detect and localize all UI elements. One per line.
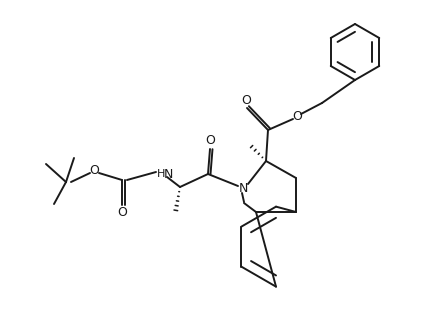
- Text: H: H: [157, 169, 165, 179]
- Text: O: O: [205, 134, 215, 148]
- Text: O: O: [292, 110, 302, 122]
- Text: O: O: [117, 207, 127, 219]
- Text: O: O: [89, 163, 99, 176]
- Text: N: N: [163, 168, 173, 180]
- Text: O: O: [241, 93, 251, 107]
- Text: N: N: [238, 181, 248, 195]
